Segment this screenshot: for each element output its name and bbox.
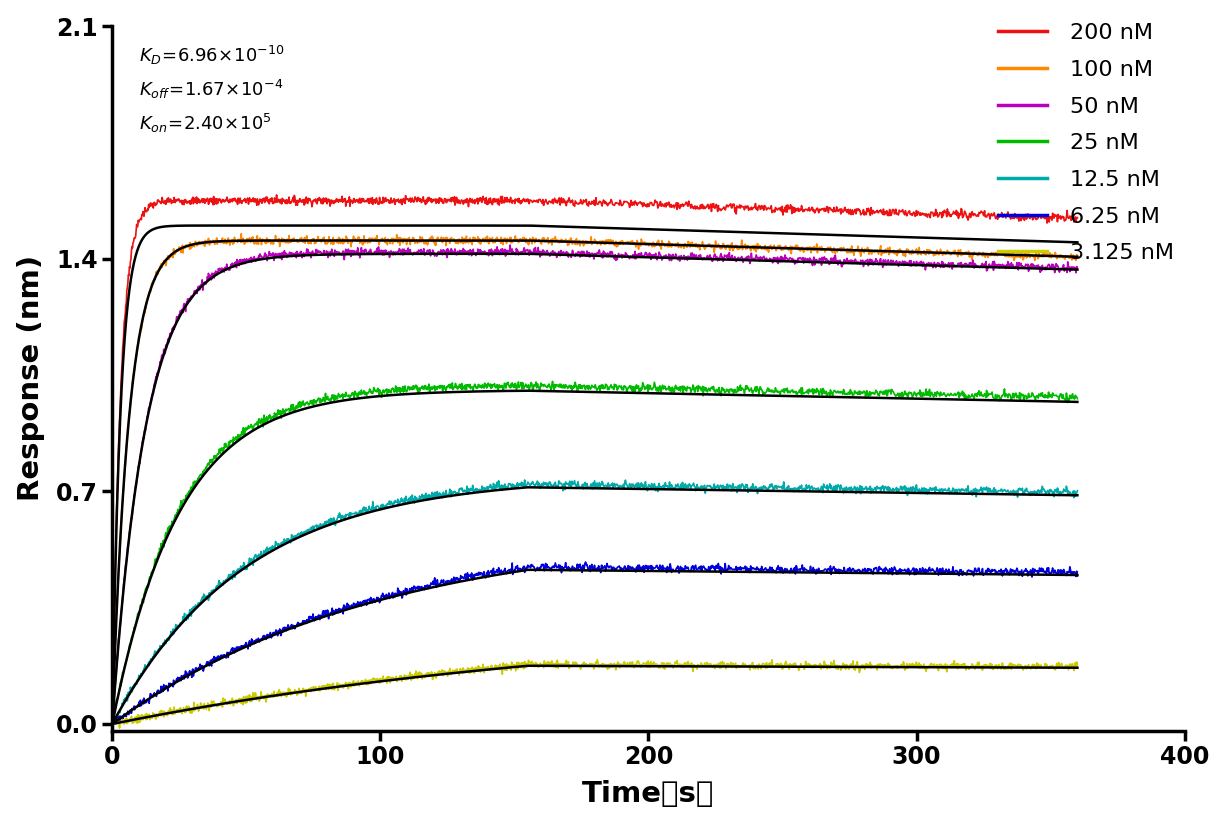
Y-axis label: Response (nm): Response (nm): [17, 256, 44, 502]
Text: $K_D\!=\!6.96\!\times\!10^{-10}$
$K_{off}\!=\!1.67\!\times\!10^{-4}$
$K_{on}\!=\: $K_D\!=\!6.96\!\times\!10^{-10}$ $K_{off…: [139, 44, 284, 134]
X-axis label: Time（s）: Time（s）: [582, 780, 715, 808]
Legend: 200 nM, 100 nM, 50 nM, 25 nM, 12.5 nM, 6.25 nM, 3.125 nM: 200 nM, 100 nM, 50 nM, 25 nM, 12.5 nM, 6…: [998, 23, 1173, 263]
